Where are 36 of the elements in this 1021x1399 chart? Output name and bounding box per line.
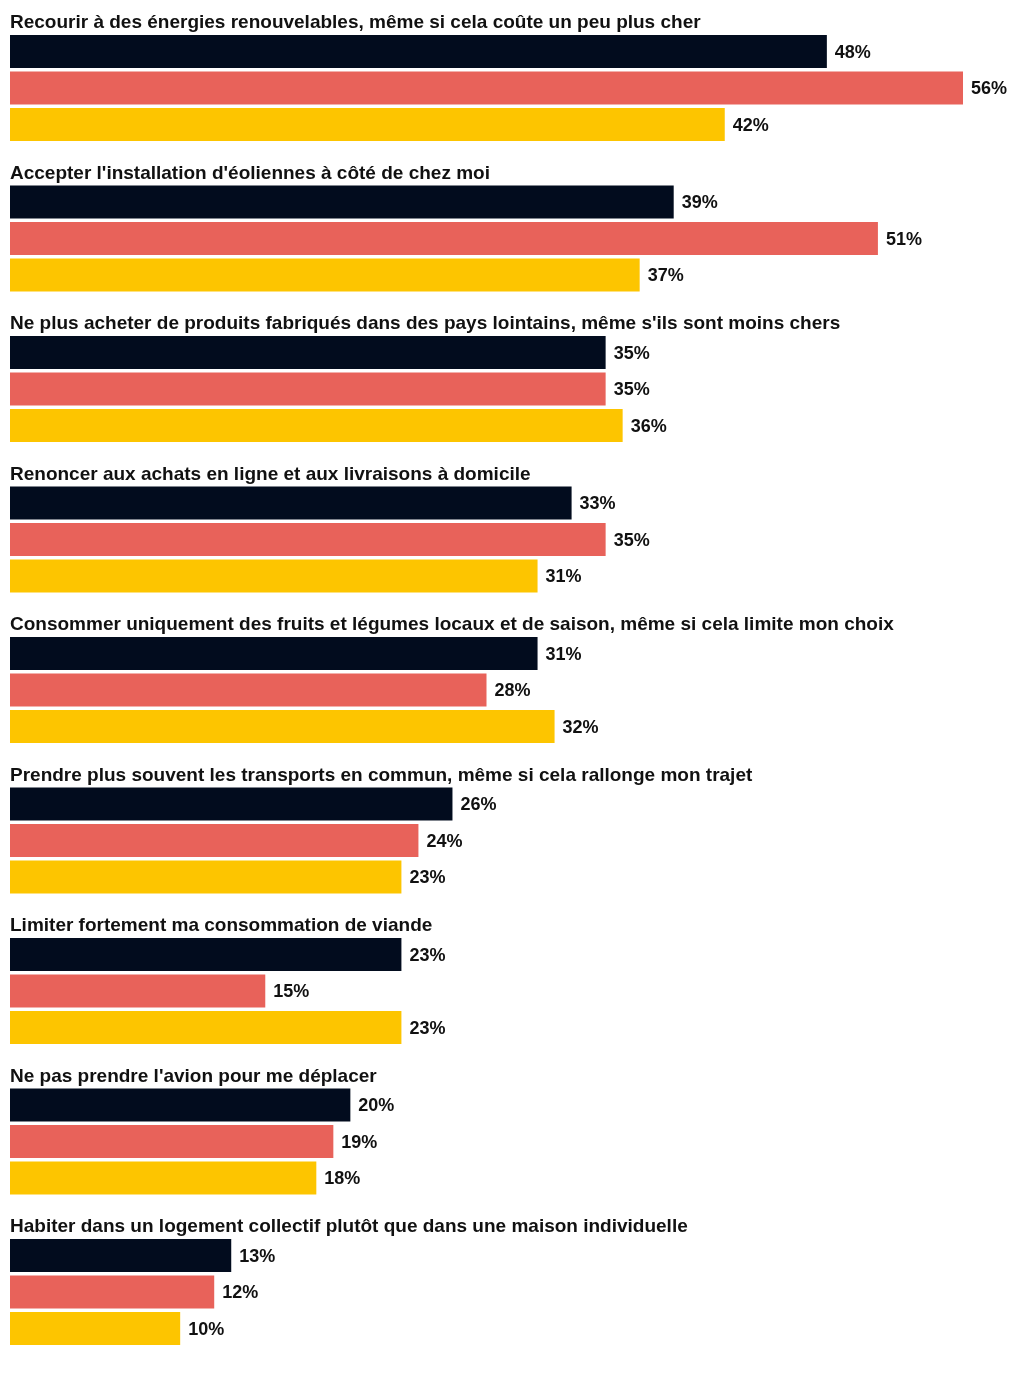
data-label: 42%	[732, 114, 769, 135]
y-tick-label: Habiter dans un logement collectif plutôt que dans une maison individuelle	[10, 1215, 688, 1236]
data-label: 35%	[613, 342, 650, 363]
data-label: 37%	[647, 265, 684, 286]
y-tick-label: Limiter fortement ma consommation de viande	[10, 914, 433, 935]
data-label: 36%	[630, 415, 667, 436]
data-label: 10%	[188, 1318, 225, 1339]
data-label: 23%	[409, 1017, 446, 1038]
data-label: 56%	[971, 78, 1008, 99]
data-label: 15%	[273, 981, 310, 1002]
data-label: 48%	[834, 41, 871, 62]
y-tick-label: Recourir à des énergies renouvelables, même si cela coûte un peu plus cher	[10, 11, 702, 32]
y-tick-label: Prendre plus souvent les transports en commun, même si cela rallonge mon trajet	[10, 763, 753, 785]
y-tick-label: Renoncer aux achats en ligne et aux livraisons à domicile	[10, 462, 531, 484]
data-label: 19%	[341, 1131, 378, 1152]
data-label: 28%	[494, 680, 531, 701]
data-label: 32%	[562, 716, 599, 737]
data-label: 31%	[545, 643, 582, 664]
data-label: 20%	[358, 1095, 395, 1116]
data-label: 18%	[324, 1168, 361, 1189]
data-label: 12%	[222, 1282, 259, 1303]
data-label: 23%	[409, 944, 446, 965]
data-label: 31%	[545, 566, 582, 587]
y-tick-label: Accepter l'installation d'éoliennes à côté de chez moi	[10, 161, 490, 183]
data-label: 35%	[613, 379, 650, 400]
y-tick-label: Ne pas prendre l'avion pour me déplacer	[10, 1064, 378, 1086]
data-label: 39%	[681, 192, 718, 213]
data-label: 26%	[460, 794, 497, 815]
y-tick-label: Consommer uniquement des fruits et légumes locaux et de saison, même si cela limite mon choix	[10, 613, 895, 634]
data-label: 35%	[613, 529, 650, 550]
y-tick-label: Ne plus acheter de produits fabriqués dans des pays lointains, même s'ils sont moins chers	[10, 312, 841, 333]
data-label: 24%	[426, 830, 463, 851]
data-label: 51%	[885, 228, 922, 249]
data-label: 23%	[409, 867, 446, 888]
data-label: 33%	[579, 493, 616, 514]
data-label: 13%	[239, 1245, 276, 1266]
